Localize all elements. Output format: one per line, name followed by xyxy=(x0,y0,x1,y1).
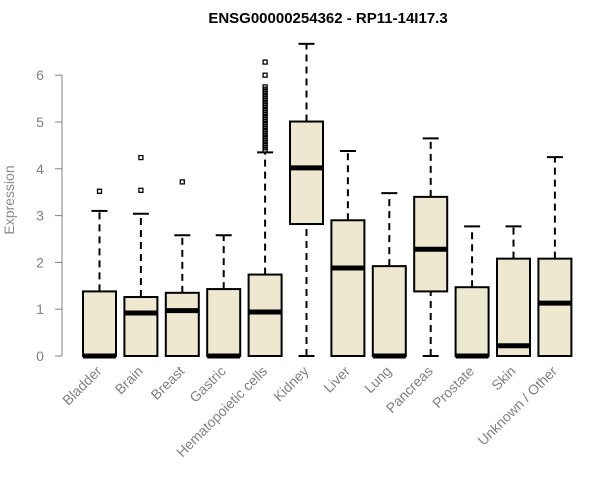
y-tick-label: 6 xyxy=(36,67,44,83)
box-body xyxy=(123,296,159,358)
box-prostate xyxy=(454,225,490,359)
x-category-label: Lung xyxy=(361,363,394,396)
outlier-point xyxy=(262,84,268,90)
x-category-label: Unknown / Other xyxy=(474,363,560,449)
x-category-label: Breast xyxy=(147,363,187,403)
box-body xyxy=(82,290,117,357)
box-body xyxy=(454,286,490,358)
box-body xyxy=(371,265,407,358)
x-category-label: Bladder xyxy=(59,363,105,409)
x-category-label: Kidney xyxy=(270,363,312,405)
boxes-layer xyxy=(82,42,573,359)
box-body xyxy=(289,120,324,226)
y-tick-label: 5 xyxy=(36,114,44,130)
box-body xyxy=(413,195,449,293)
box-skin xyxy=(496,225,531,358)
x-category-label: Prostate xyxy=(429,363,477,411)
outlier-point xyxy=(262,59,268,65)
y-axis: 0 1 2 3 4 5 6 xyxy=(36,67,63,364)
outlier-point xyxy=(179,179,185,185)
y-axis-title: Expression xyxy=(1,165,17,234)
outlier-point xyxy=(262,72,268,78)
box-body xyxy=(496,257,531,358)
box-hematopoietic-cells xyxy=(247,59,283,357)
box-body xyxy=(247,273,283,357)
y-tick-label: 2 xyxy=(36,254,44,270)
outlier-point xyxy=(138,154,144,161)
box-gastric xyxy=(206,234,242,359)
box-lung xyxy=(371,192,407,359)
chart-title: ENSG00000254362 - RP11-14I17.3 xyxy=(208,10,447,27)
box-brain xyxy=(123,154,159,358)
y-tick-label: 1 xyxy=(36,301,44,317)
y-tick-label: 4 xyxy=(36,161,44,177)
box-body xyxy=(206,288,242,357)
box-body xyxy=(330,219,366,357)
box-unknown-other xyxy=(537,156,573,358)
box-bladder xyxy=(82,188,117,359)
box-breast xyxy=(164,179,200,358)
box-liver xyxy=(330,150,366,357)
box-kidney xyxy=(289,42,324,357)
y-tick-label: 0 xyxy=(36,348,44,364)
box-body xyxy=(164,291,200,358)
outlier-point xyxy=(96,188,103,194)
outlier-point xyxy=(138,187,144,193)
y-tick-label: 3 xyxy=(36,208,44,224)
x-category-label: Skin xyxy=(488,363,519,394)
x-category-label: Liver xyxy=(320,363,353,396)
box-body xyxy=(537,257,573,358)
box-pancreas xyxy=(413,137,449,357)
x-category-label: Brain xyxy=(112,363,146,397)
